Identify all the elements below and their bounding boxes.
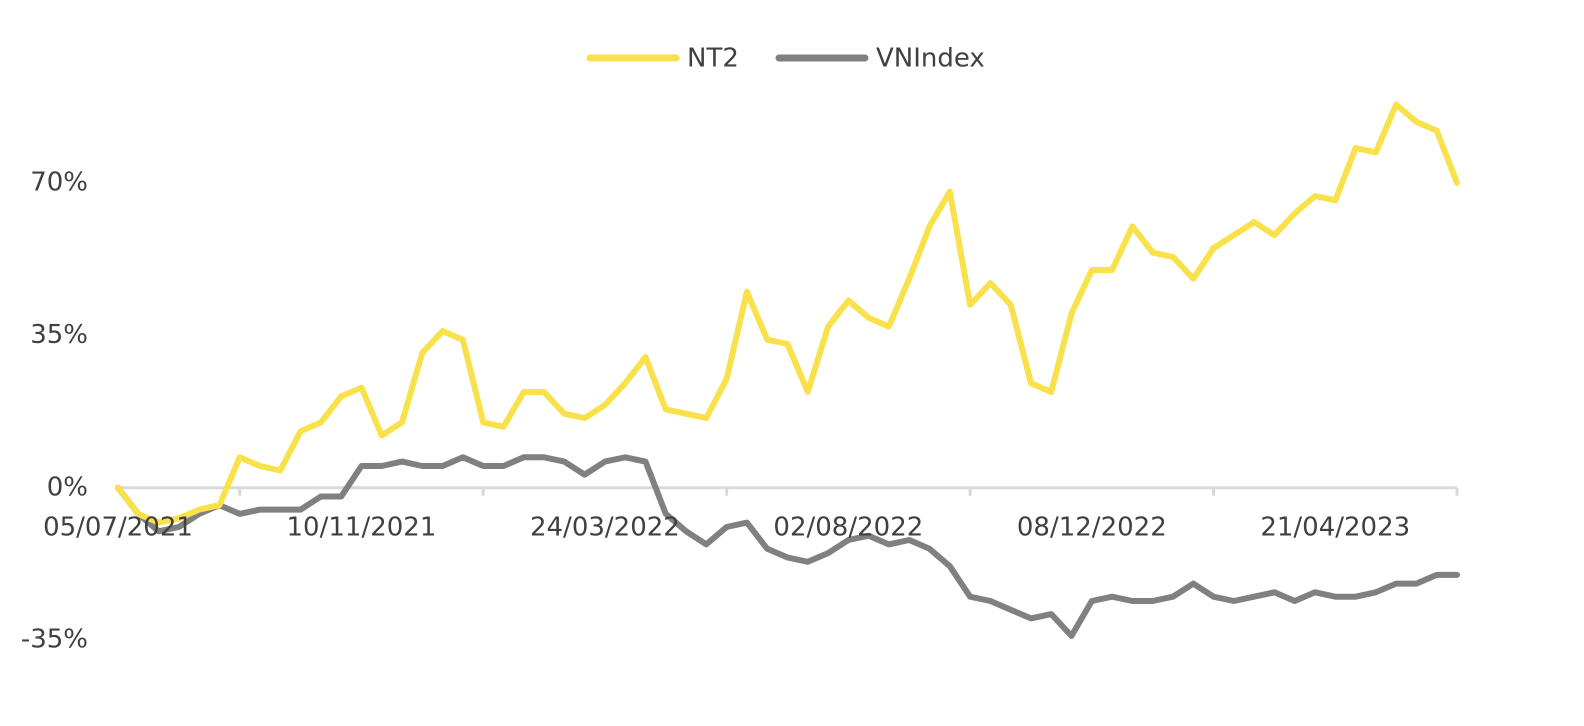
legend-label: VNIndex	[876, 44, 985, 74]
x-tick-label: 24/03/2022	[530, 513, 680, 543]
x-tick-label: 05/07/2021	[43, 513, 193, 543]
y-tick-label: -35%	[21, 625, 88, 655]
legend-label: NT2	[687, 44, 739, 74]
line-series	[115, 454, 1460, 639]
y-tick-label: 0%	[47, 472, 88, 502]
line-series	[115, 101, 1460, 526]
y-tick-label: 35%	[30, 320, 88, 350]
x-tick-label: 08/12/2022	[1017, 513, 1167, 543]
x-tick-label: 02/08/2022	[773, 513, 923, 543]
x-tick-label: 21/04/2023	[1260, 513, 1410, 543]
x-tick-label: 10/11/2021	[287, 513, 437, 543]
y-tick-label: 70%	[30, 167, 88, 197]
